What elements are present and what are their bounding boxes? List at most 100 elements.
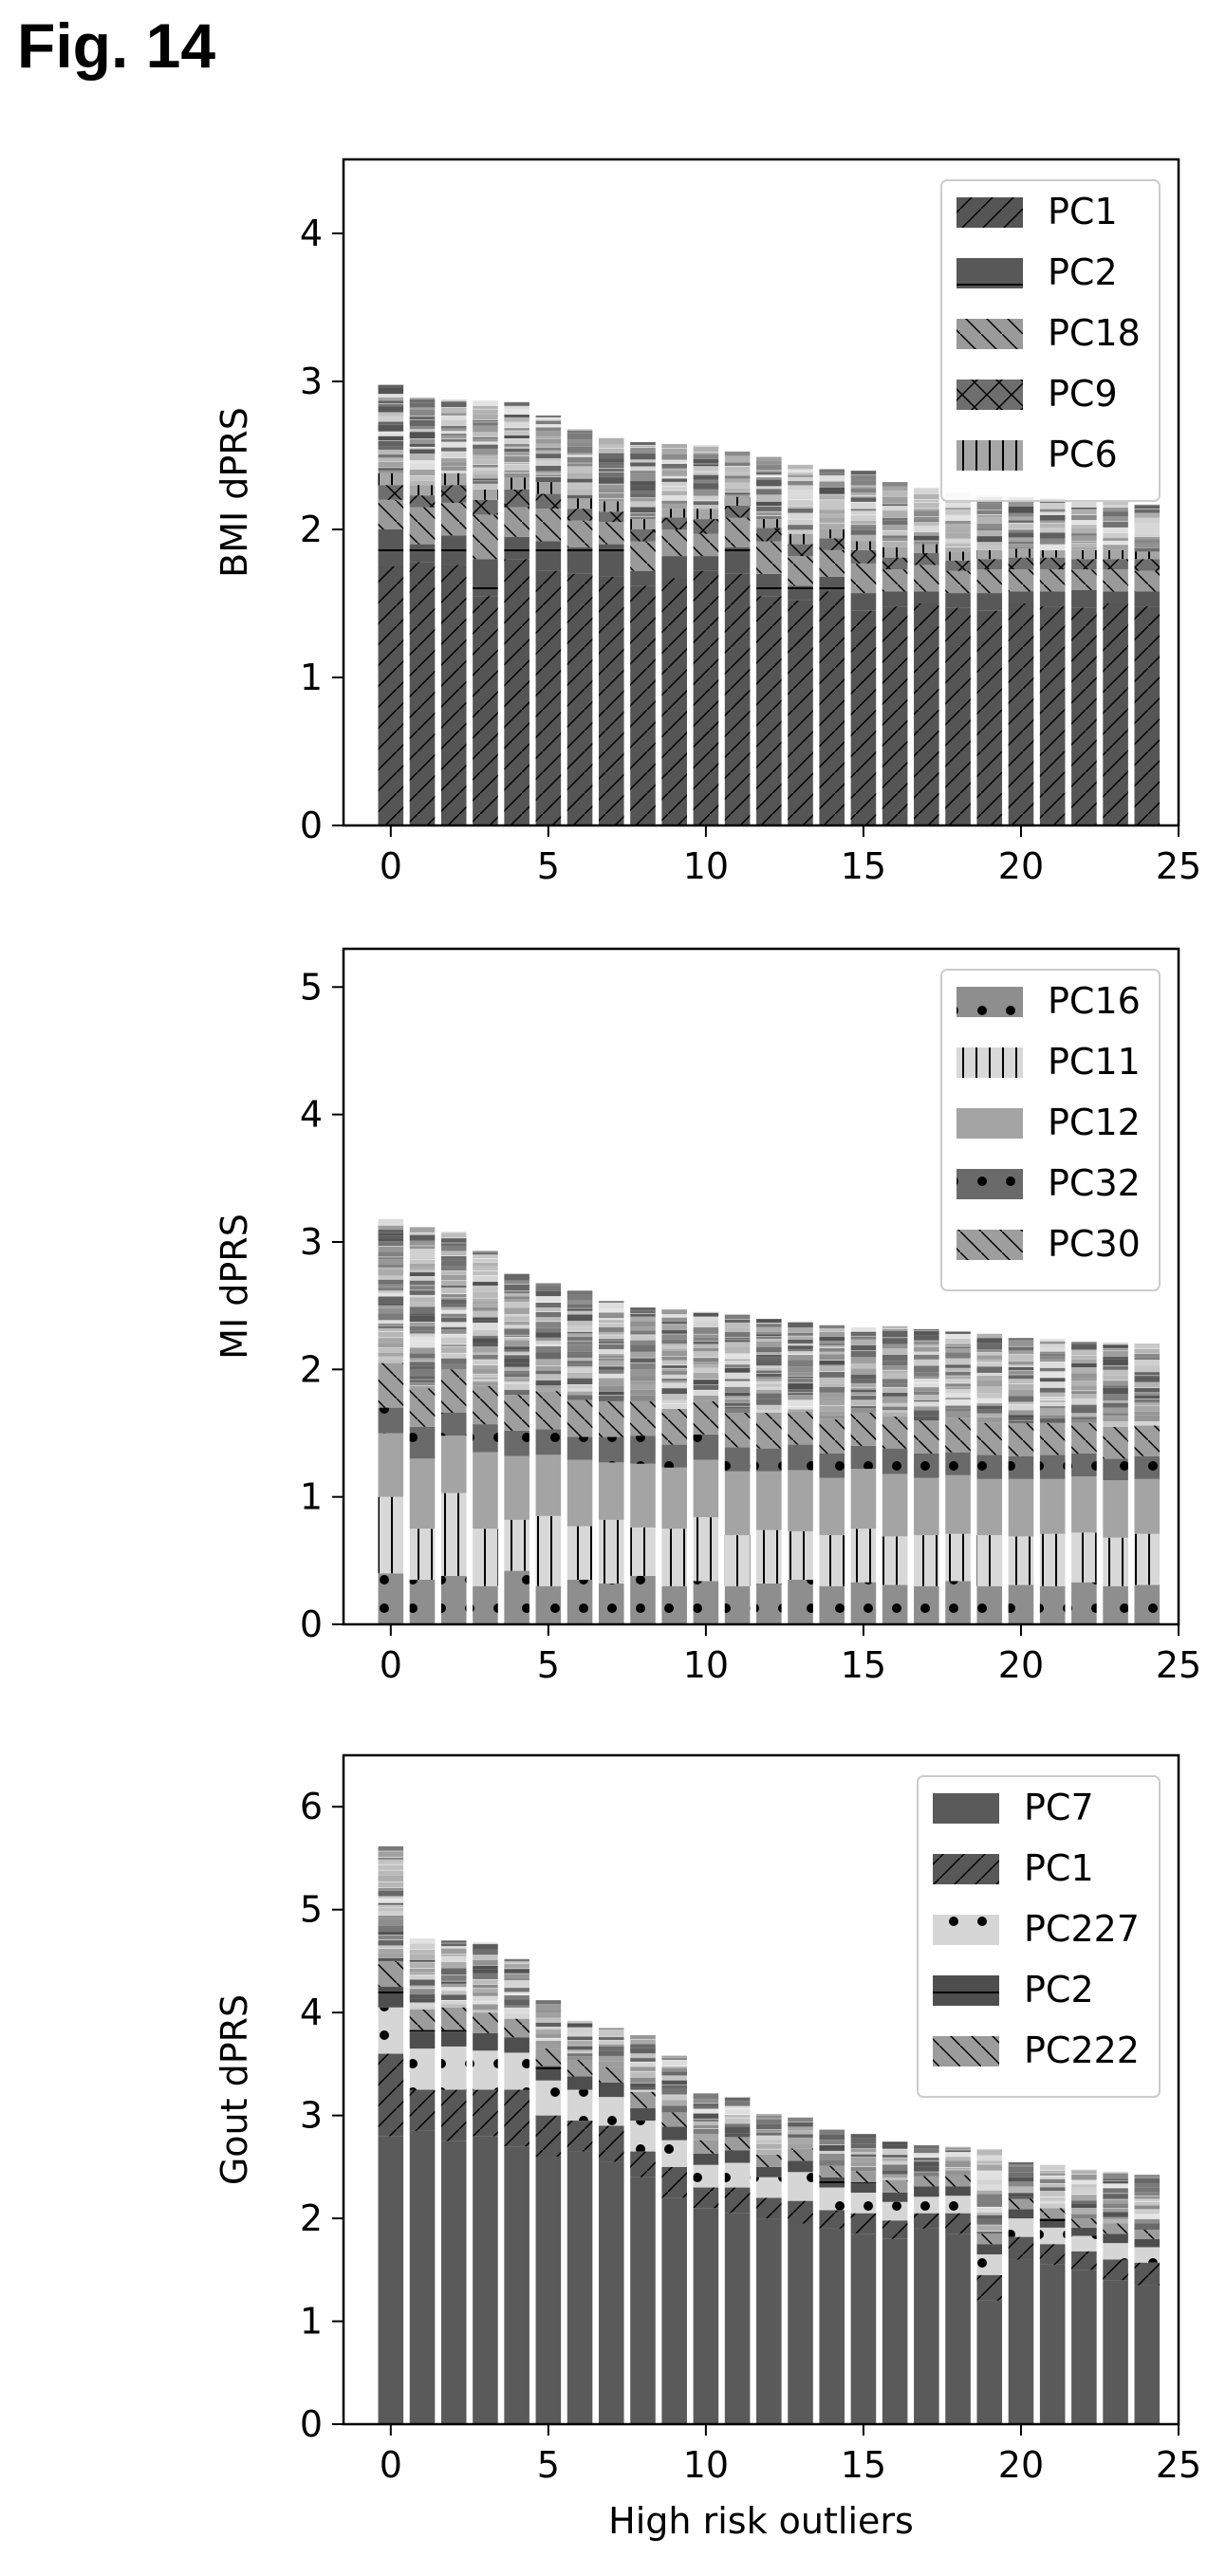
bar-segment-hatch [693,519,719,534]
x-tick-label: 0 [380,845,402,887]
bar-segment-hatch [788,556,813,586]
bar-segment-hatch [914,603,939,825]
bar-segment-hatch [945,2186,971,2196]
bar-stack [1039,2164,1066,2424]
bar-segment [788,1470,813,1531]
bar-segment [598,2161,624,2424]
bar-segment-hatch [440,2007,467,2030]
bar-stack [661,1309,687,1624]
bar-segment-hatch [378,1573,404,1624]
axes-frame [342,1753,1180,2426]
bar-segment [756,2218,782,2424]
bar-segment-hatch [473,489,498,500]
bar-remainder [788,1322,813,1412]
bar-segment-hatch [567,1399,593,1437]
bar-segment-hatch [756,2154,782,2167]
legend-label: PC6 [1048,434,1118,475]
x-tick-label: 15 [841,845,886,887]
bar-segment-hatch [1008,1455,1034,1479]
bar-segment-hatch [756,1584,782,1624]
bar-segment-hatch [504,477,529,490]
bar-segment-hatch [440,485,467,503]
bar-segment-hatch [850,2213,877,2234]
bar-segment-hatch [850,2192,877,2214]
bar-segment [1134,2285,1161,2424]
bar-segment-hatch [724,517,751,547]
bar-segment-hatch [473,1385,498,1425]
bar-segment [378,1433,404,1497]
bar-segment-hatch [976,2254,1003,2275]
legend-item: PC2 [933,1969,1094,2011]
bar-stack [850,1326,877,1624]
bar-segment-hatch [598,1519,624,1585]
bar-segment-hatch [473,1585,498,1624]
bar-remainder [914,488,939,545]
bar-segment [630,2177,656,2424]
bar-segment-hatch [473,1529,498,1586]
bar-remainder [724,2096,751,2138]
bar-stack [1071,2168,1097,2424]
bar-segment-hatch [1039,591,1066,607]
bar-remainder [693,444,719,510]
bar-segment [1103,2280,1128,2424]
bar-remainder [409,1226,436,1389]
bar-remainder [882,482,908,547]
bar-segment-hatch [1103,603,1128,825]
legend: PC16 PC11 PC12 PC32 PC30 [940,969,1161,1291]
bar-stack [378,383,404,825]
bar-stack [378,1218,404,1624]
legend-label: PC227 [1024,1908,1140,1950]
bar-segment-hatch [598,576,624,825]
bar-stack [378,1844,404,2424]
bar-segment-hatch [850,2171,877,2183]
bar-segment-hatch [661,2140,687,2167]
bar-segment-hatch [409,485,436,496]
bar-segment [882,2238,908,2424]
bar-segment-hatch [1071,559,1097,570]
bar-segment-hatch [819,591,845,825]
bar-segment-hatch [976,1422,1003,1455]
bar-remainder [724,450,751,497]
bar-segment-hatch [693,1400,719,1435]
bar-stack [409,1226,436,1624]
x-tick-label: 0 [380,2444,402,2486]
bar-segment-hatch [788,544,813,557]
bar-segment-hatch [693,533,719,557]
bar-remainder [440,1232,467,1370]
bar-segment-hatch [788,1530,813,1580]
bar-stack [1039,498,1066,825]
bar-segment-hatch [1039,2244,1066,2265]
bar-stack [756,456,782,825]
bar-remainder [1103,1343,1128,1427]
bar-stack [1103,1343,1128,1624]
bar-segment-hatch [630,519,656,529]
bar-segment-hatch [693,1434,719,1460]
bar-remainder [630,1306,656,1401]
bar-segment-hatch [1134,551,1161,560]
bar-segment [440,1436,467,1493]
bar-segment-hatch [504,1430,529,1456]
bar-remainder [756,2112,782,2155]
bar-segment-hatch [440,1412,467,1436]
bar-segment-hatch [819,1418,845,1454]
bar-segment-hatch [567,2089,593,2122]
y-tick-label: 0 [300,1603,323,1645]
bar-remainder [1071,1341,1097,1423]
bar-remainder [440,1940,467,2008]
bar-segment-hatch [1103,1537,1128,1586]
bar-segment-hatch [882,1417,908,1449]
bar-segment-hatch [409,544,436,563]
bar-segment-hatch [1071,2227,1097,2236]
bar-segment-hatch [1103,591,1128,603]
legend-label: PC7 [1024,1787,1094,1828]
bar-segment-hatch [850,610,877,825]
bar-segment-hatch [1103,2259,1128,2281]
legend: PC7 PC1 PC227 PC2 PC222 [917,1775,1161,2098]
bar-segment-hatch [440,2046,467,2090]
bar-remainder [1103,501,1128,550]
bar-segment-hatch [693,2140,719,2154]
legend-label: PC32 [1048,1162,1141,1204]
bar-remainder [535,1282,562,1392]
legend-swatch-hatch [957,197,1023,228]
y-axis-label: BMI dPRS [214,407,255,578]
